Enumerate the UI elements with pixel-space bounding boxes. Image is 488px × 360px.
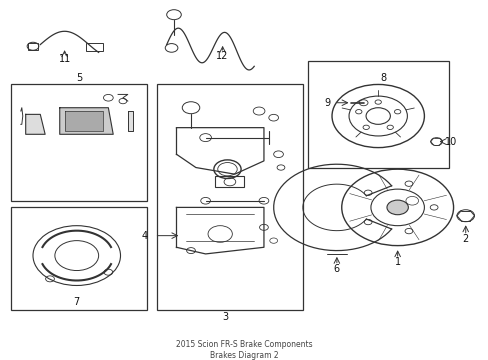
Text: 7: 7: [74, 297, 80, 307]
Text: 12: 12: [216, 51, 228, 61]
Polygon shape: [60, 108, 113, 134]
Bar: [11, 85, 147, 201]
Text: 4: 4: [142, 231, 147, 240]
Text: 3: 3: [222, 312, 227, 322]
Bar: [86, 43, 103, 51]
Circle shape: [386, 200, 407, 215]
Polygon shape: [64, 111, 103, 131]
Bar: [307, 61, 448, 167]
Text: 5: 5: [76, 73, 82, 83]
Text: 2015 Scion FR-S Brake Components
Brakes Diagram 2: 2015 Scion FR-S Brake Components Brakes …: [176, 340, 312, 360]
Bar: [11, 207, 147, 310]
Polygon shape: [127, 111, 132, 131]
Bar: [28, 43, 38, 50]
Text: 11: 11: [59, 54, 71, 64]
Bar: [157, 85, 302, 310]
Text: 2: 2: [462, 234, 468, 244]
Text: 10: 10: [444, 136, 456, 147]
Bar: [215, 176, 244, 188]
Polygon shape: [26, 114, 45, 134]
Text: 6: 6: [333, 264, 339, 274]
Text: 8: 8: [379, 73, 386, 83]
Text: 9: 9: [324, 98, 329, 108]
Text: 1: 1: [394, 257, 400, 267]
